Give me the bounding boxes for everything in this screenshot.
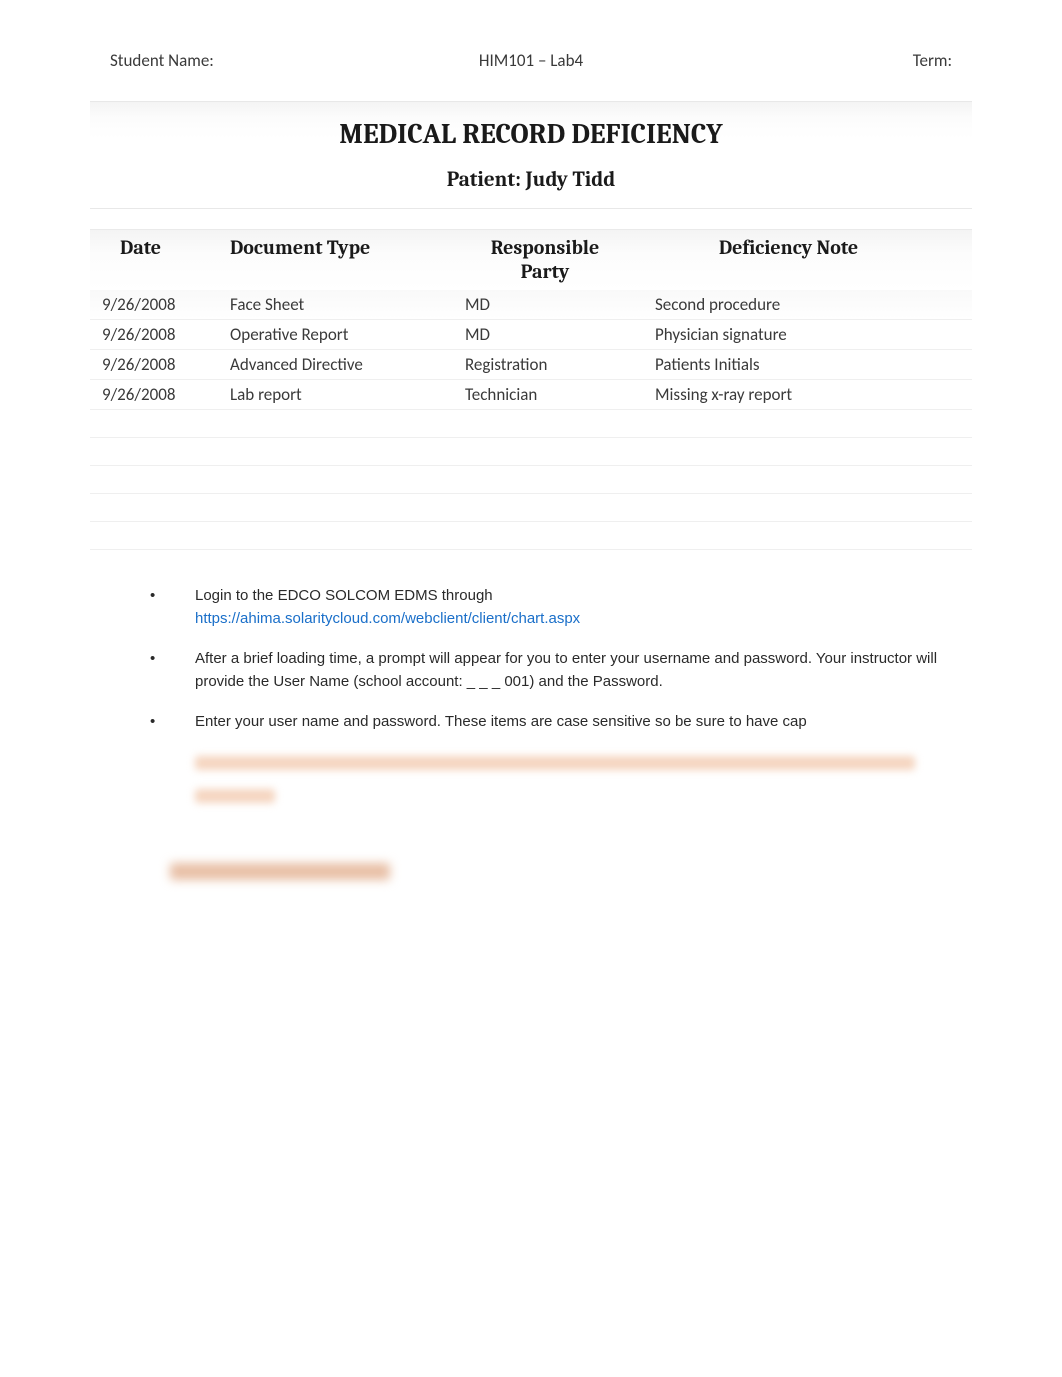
cell-doc: Face Sheet [230, 294, 455, 315]
instruction-item: • Enter your user name and password. The… [140, 711, 952, 734]
empty-row [90, 466, 972, 494]
blur-redaction [195, 756, 915, 770]
instruction-item: • After a brief loading time, a prompt w… [140, 648, 952, 693]
instruction-item: • Login to the EDCO SOLCOM EDMS through … [140, 585, 952, 630]
empty-row [90, 438, 972, 466]
instruction-link[interactable]: https://ahima.solaritycloud.com/webclien… [195, 610, 580, 627]
empty-row [90, 410, 972, 438]
empty-row [90, 522, 972, 550]
page-title: MEDICAL RECORD DEFICIENCY [90, 118, 972, 150]
col-header-date: Date [90, 236, 230, 284]
title-block: MEDICAL RECORD DEFICIENCY Patient: Judy … [90, 101, 972, 209]
cell-resp: MD [455, 294, 635, 315]
table-row: 9/26/2008 Face Sheet MD Second procedure [90, 290, 972, 320]
header-term: Term: [671, 50, 952, 71]
header-course: HIM101 – Lab4 [391, 50, 672, 71]
patient-subtitle: Patient: Judy Tidd [90, 168, 972, 192]
cell-date: 9/26/2008 [90, 384, 230, 405]
instruction-text: Enter your user name and password. These… [195, 711, 952, 734]
instruction-text: After a brief loading time, a prompt wil… [195, 648, 952, 693]
cell-doc: Operative Report [230, 324, 455, 345]
col-header-deficiency: Deficiency Note [635, 236, 972, 284]
cell-doc: Advanced Directive [230, 354, 455, 375]
blur-redaction [170, 863, 390, 880]
deficiency-table: Date Document Type Responsible Party Def… [90, 229, 972, 550]
empty-row [90, 494, 972, 522]
col-header-doc-type: Document Type [230, 236, 455, 284]
bullet-icon: • [140, 585, 195, 630]
cell-resp: Registration [455, 354, 635, 375]
table-row: 9/26/2008 Lab report Technician Missing … [90, 380, 972, 410]
cell-date: 9/26/2008 [90, 354, 230, 375]
cell-resp: MD [455, 324, 635, 345]
col-header-resp-line2: Party [521, 260, 570, 283]
table-row: 9/26/2008 Advanced Directive Registratio… [90, 350, 972, 380]
table-row: 9/26/2008 Operative Report MD Physician … [90, 320, 972, 350]
cell-resp: Technician [455, 384, 635, 405]
table-body: 9/26/2008 Face Sheet MD Second procedure… [90, 290, 972, 550]
cell-def: Second procedure [635, 294, 972, 315]
cell-def: Physician signature [635, 324, 972, 345]
blur-redaction [195, 789, 275, 803]
blurred-content [170, 863, 952, 885]
header-student-name: Student Name: [110, 50, 391, 71]
bullet-icon: • [140, 648, 195, 693]
blurred-content [195, 783, 952, 808]
col-header-responsible: Responsible Party [455, 236, 635, 284]
cell-doc: Lab report [230, 384, 455, 405]
col-header-resp-line1: Responsible [491, 236, 600, 259]
cell-date: 9/26/2008 [90, 324, 230, 345]
cell-def: Missing x-ray report [635, 384, 972, 405]
cell-def: Patients Initials [635, 354, 972, 375]
instructions-list: • Login to the EDCO SOLCOM EDMS through … [90, 575, 972, 895]
table-header-row: Date Document Type Responsible Party Def… [90, 229, 972, 290]
page-header: Student Name: HIM101 – Lab4 Term: [90, 50, 972, 71]
cell-date: 9/26/2008 [90, 294, 230, 315]
blurred-content [195, 752, 952, 775]
bullet-icon: • [140, 711, 195, 734]
instruction-text: Login to the EDCO SOLCOM EDMS through ht… [195, 585, 952, 630]
instruction-text-before: Login to the EDCO SOLCOM EDMS through [195, 587, 493, 604]
